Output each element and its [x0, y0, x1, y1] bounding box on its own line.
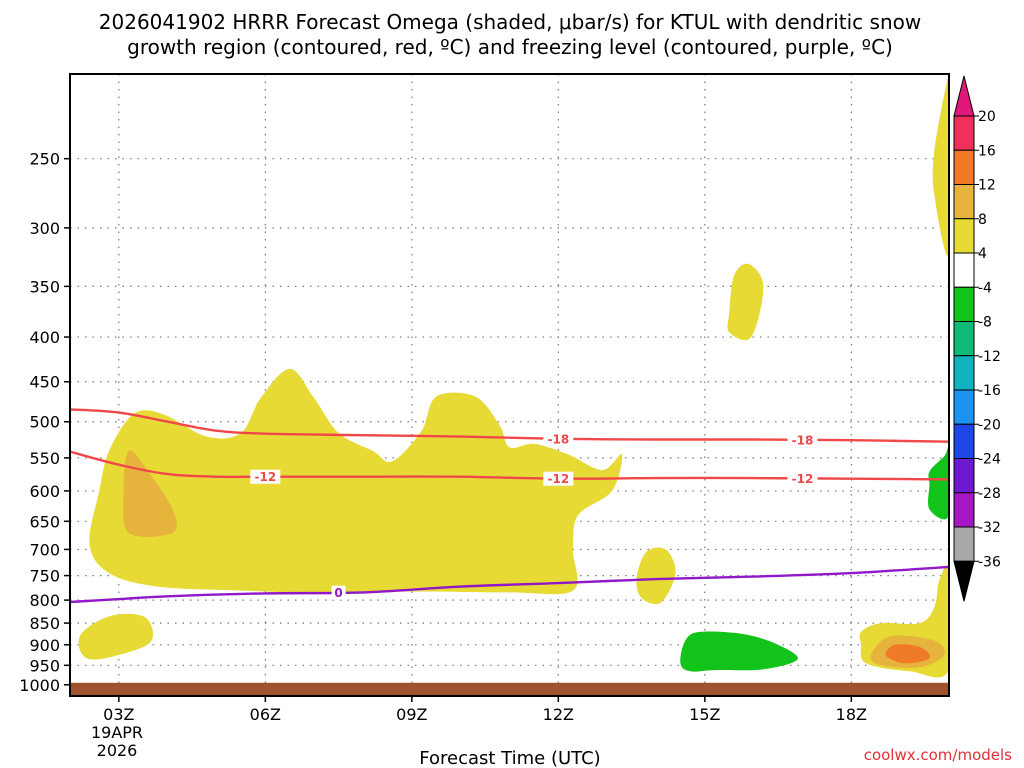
- colorbar-segment-13: [953, 526, 975, 562]
- colorbar-label-3: 12: [978, 178, 996, 194]
- colorbar-label-7: -8: [978, 315, 992, 331]
- omega-colorbar: 20 16 12 8 4 -4 -8 -12 -16 -20 -24 -28 -32 -36: [953, 75, 1001, 602]
- date-label: 19APR: [91, 723, 143, 742]
- plot-frame: [69, 73, 950, 697]
- y-tick-label-500: 500: [29, 413, 60, 432]
- contour-label-2-2: -12: [547, 472, 569, 486]
- y-tick-label-750: 750: [29, 567, 60, 586]
- colorbar-segment-1: [953, 115, 975, 151]
- colorbar-label-1: 20: [978, 109, 996, 125]
- colorbar-segment-3: [953, 184, 975, 220]
- contour-line-3: [69, 565, 950, 604]
- contour-label-bg-1-2: [787, 432, 818, 447]
- contour-label-bg-2-2: [543, 471, 574, 486]
- x-tick-label-06Z: 06Z: [250, 705, 281, 724]
- y-tick-label-350: 350: [29, 277, 60, 296]
- omega-region-9: [885, 644, 931, 664]
- y-tick-label-850: 850: [29, 614, 60, 633]
- colorbar-label-9: -16: [978, 383, 1001, 399]
- colorbar-label-6: -4: [978, 280, 992, 296]
- y-tick-label-250: 250: [29, 150, 60, 169]
- colorbar-segment-2: [953, 149, 975, 185]
- colorbar-segment-9: [953, 389, 975, 425]
- colorbar-label-8: -12: [978, 349, 1001, 365]
- pressure-axis: 250 300 350 400 450 500 550 600 650 700 750 800 850 9…: [19, 150, 70, 695]
- y-tick-label-700: 700: [29, 540, 60, 559]
- y-tick-label-300: 300: [29, 219, 60, 238]
- colorbar-label-12: -28: [978, 486, 1001, 502]
- y-tick-label-650: 650: [29, 512, 60, 531]
- x-axis-title: Forecast Time (UTC): [419, 748, 600, 768]
- y-tick-label-950: 950: [29, 656, 60, 675]
- contour-label-bg-3-1: [331, 585, 346, 600]
- x-tick-label-09Z: 09Z: [396, 705, 427, 724]
- contour-line-1: [69, 408, 950, 443]
- credit-text: coolwx.com/models: [864, 746, 1012, 764]
- contour-line-2: [69, 450, 950, 481]
- x-tick-label-03Z: 03Z: [103, 705, 134, 724]
- omega-region-1: [78, 613, 154, 660]
- colorbar-label-13: -32: [978, 520, 1001, 536]
- contour-label-2-3: -12: [792, 472, 814, 486]
- chart-title-line-1: 2026041902 HRRR Forecast Omega (shaded, …: [99, 10, 921, 34]
- omega-region-4: [636, 547, 676, 605]
- contour-label-1-1: -18: [547, 432, 569, 446]
- x-tick-label-15Z: 15Z: [689, 705, 720, 724]
- contour-label-1-2: -18: [792, 433, 814, 447]
- temperature-contours: -18 -18 -12 -12 -12 0: [69, 408, 950, 604]
- colorbar-label-5: 4: [978, 246, 987, 262]
- contour-label-bg-1-1: [543, 431, 574, 446]
- y-tick-label-600: 600: [29, 482, 60, 501]
- year-label: 2026: [97, 741, 138, 760]
- colorbar-segment-6: [953, 286, 975, 322]
- contour-label-2-1: -12: [254, 470, 276, 484]
- plot-area: [70, 74, 949, 696]
- x-tick-label-12Z: 12Z: [543, 705, 574, 724]
- contour-label-bg-2-3: [787, 471, 818, 486]
- time-axis: 03Z 06Z 09Z 12Z 15Z 18Z: [103, 696, 867, 724]
- x-tick-label-18Z: 18Z: [836, 705, 867, 724]
- colorbar-segment-7: [953, 321, 975, 357]
- omega-region-11: [928, 447, 949, 520]
- omega-region-10: [680, 631, 798, 672]
- contour-label-bg-2-1: [250, 469, 281, 484]
- colorbar-segment-5: [953, 252, 975, 288]
- chart-title-line-2: growth region (contoured, red, ºC) and f…: [127, 35, 893, 59]
- contour-label-3-1: 0: [334, 586, 342, 600]
- colorbar-segment-10: [953, 423, 975, 459]
- colorbar-label-14: -36: [978, 554, 1001, 570]
- omega-region-6: [932, 74, 949, 256]
- y-tick-label-800: 800: [29, 591, 60, 610]
- colorbar-top-arrow: [953, 75, 975, 117]
- colorbar-segment-11: [953, 458, 975, 494]
- colorbar-segment-12: [953, 492, 975, 528]
- omega-region-5: [727, 263, 764, 341]
- colorbar-label-11: -24: [978, 452, 1001, 468]
- colorbar-segment-8: [953, 355, 975, 391]
- omega-region-2: [89, 368, 623, 595]
- y-tick-label-550: 550: [29, 449, 60, 468]
- ground-surface: [70, 682, 949, 696]
- colorbar-label-4: 8: [978, 212, 987, 228]
- colorbar-label-2: 16: [978, 143, 996, 159]
- colorbar-bottom-arrow: [953, 560, 975, 602]
- omega-region-3: [123, 450, 177, 537]
- colorbar-label-10: -20: [978, 417, 1001, 433]
- colorbar-segment-4: [953, 218, 975, 254]
- omega-shading: [78, 74, 949, 678]
- y-tick-label-400: 400: [29, 328, 60, 347]
- plot-background: [70, 74, 949, 696]
- y-tick-label-1000: 1000: [19, 676, 60, 695]
- y-tick-label-450: 450: [29, 373, 60, 392]
- y-tick-label-900: 900: [29, 636, 60, 655]
